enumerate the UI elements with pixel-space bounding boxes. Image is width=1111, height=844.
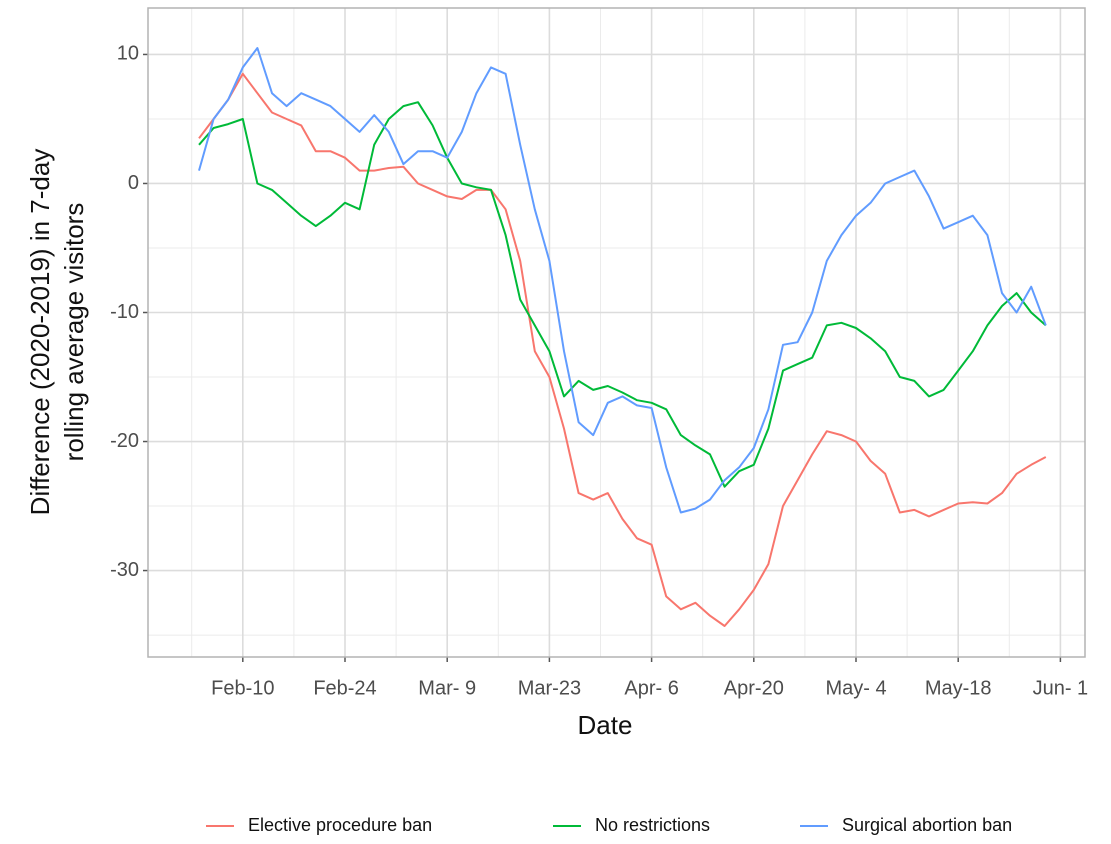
- y-axis-title: rolling average visitors: [59, 203, 89, 462]
- series-line: [198, 47, 1047, 514]
- x-tick-label: Apr- 6: [624, 677, 678, 699]
- legend-label: No restrictions: [595, 815, 710, 835]
- series-line: [198, 101, 1047, 488]
- legend-label: Elective procedure ban: [248, 815, 432, 835]
- y-tick-label: 0: [128, 172, 139, 194]
- x-tick-label: Mar-23: [518, 677, 581, 699]
- x-tick-label: May- 4: [825, 677, 886, 699]
- x-tick-label: Feb-24: [313, 677, 376, 699]
- y-axis-title: Difference (2020-2019) in 7-day: [25, 149, 55, 516]
- x-tick-label: Mar- 9: [418, 677, 476, 699]
- x-tick-label: Apr-20: [724, 677, 784, 699]
- plot-border: [147, 7, 1086, 658]
- x-tick-label: May-18: [925, 677, 992, 699]
- plot-background: [148, 8, 1085, 657]
- y-tick-label: -10: [110, 301, 139, 323]
- series-line: [198, 72, 1047, 627]
- x-tick-label: Feb-10: [211, 677, 274, 699]
- x-tick-label: Jun- 1: [1033, 677, 1089, 699]
- y-tick-label: -20: [110, 430, 139, 452]
- y-tick-label: 10: [117, 43, 139, 65]
- legend-label: Surgical abortion ban: [842, 815, 1012, 835]
- y-tick-label: -30: [110, 559, 139, 581]
- x-axis-title: Date: [578, 710, 633, 740]
